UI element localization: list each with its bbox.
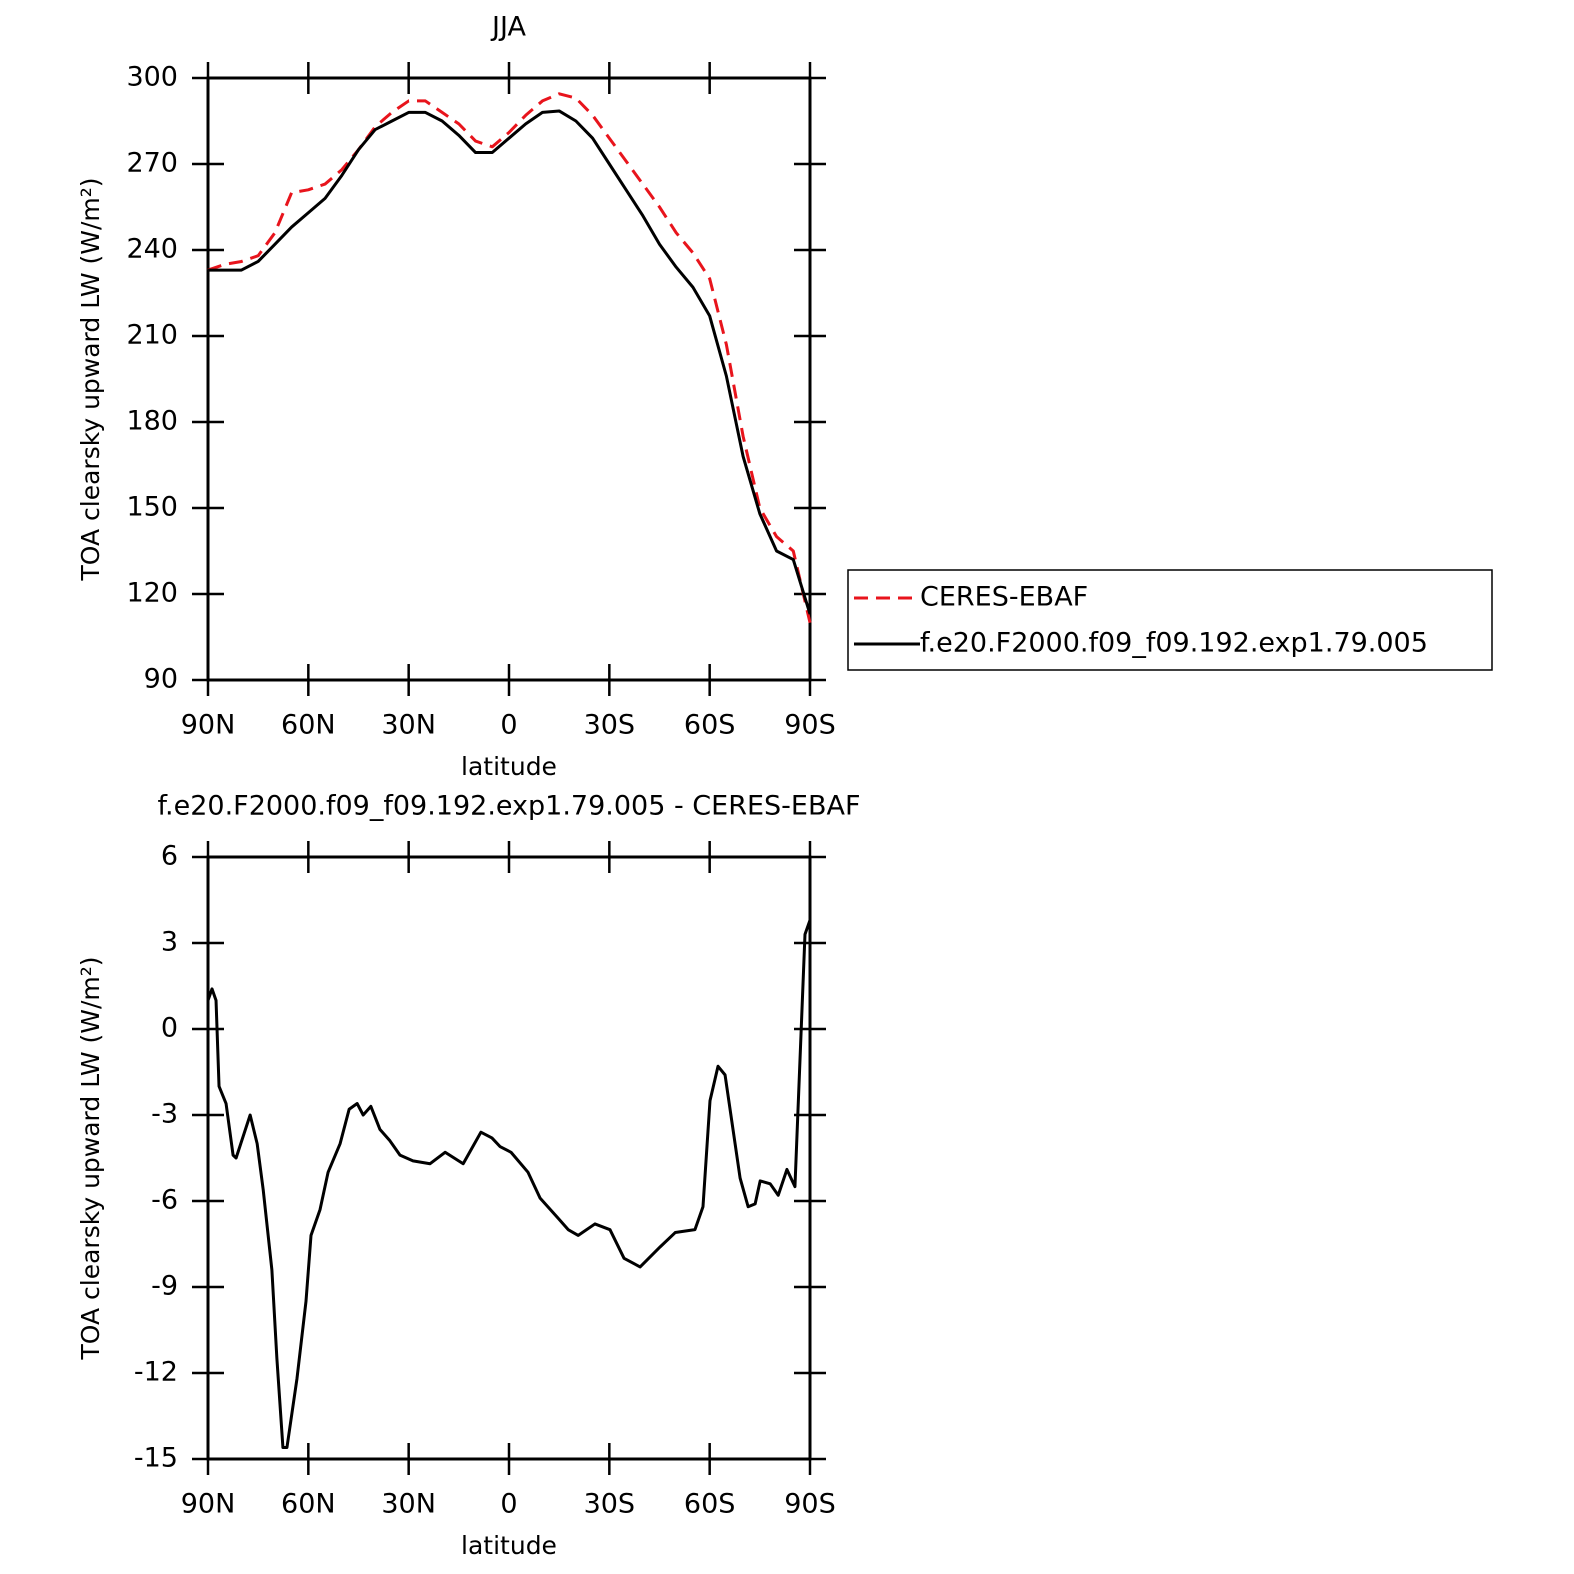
y-tick-label: 240 — [126, 234, 178, 265]
y-tick-label: 180 — [126, 406, 178, 437]
y-tick-label: 6 — [161, 841, 178, 872]
data-line — [207, 92, 812, 624]
y-tick-label: -9 — [151, 1271, 178, 1302]
x-tick-label: 60S — [684, 710, 736, 741]
x-tick-label: 90N — [181, 1489, 236, 1520]
x-tick-label: 30S — [584, 710, 636, 741]
y-tick-label: 90 — [144, 664, 178, 695]
x-tick-label: 0 — [500, 710, 517, 741]
x-tick-label: 90N — [181, 710, 236, 741]
data-line — [206, 919, 812, 1450]
y-tick-label: -12 — [134, 1357, 178, 1388]
data-line — [208, 109, 812, 615]
x-tick-label: 60N — [281, 1489, 336, 1520]
x-tick-label: 30S — [584, 1489, 636, 1520]
y-tick-label: -15 — [134, 1443, 178, 1474]
y-tick-label: 120 — [126, 578, 178, 609]
x-tick-label: 90S — [784, 710, 836, 741]
y-tick-label: -6 — [151, 1185, 178, 1216]
y-tick-label: -3 — [151, 1099, 178, 1130]
x-axis-label: latitude — [461, 752, 557, 781]
x-tick-label: 60S — [684, 1489, 736, 1520]
y-tick-label: 210 — [126, 320, 178, 351]
plot-frame — [206, 76, 812, 682]
x-tick-label: 30N — [381, 1489, 436, 1520]
y-tick-label: 0 — [161, 1013, 178, 1044]
y-tick-label: 150 — [126, 492, 178, 523]
legend-label: CERES-EBAF — [920, 582, 1088, 613]
legend-box — [847, 569, 1493, 671]
y-axis-label: TOA clearsky upward LW (W/m²) — [76, 177, 105, 581]
y-axis-label: TOA clearsky upward LW (W/m²) — [76, 956, 105, 1360]
plot-frame — [206, 855, 812, 1461]
x-tick-label: 30N — [381, 710, 436, 741]
y-tick-label: 3 — [161, 927, 178, 958]
x-axis-label: latitude — [461, 1531, 557, 1560]
x-tick-label: 60N — [281, 710, 336, 741]
y-tick-label: 300 — [126, 62, 178, 93]
y-tick-label: 270 — [126, 148, 178, 179]
chart-title: f.e20.F2000.f09_f09.192.exp1.79.005 - CE… — [157, 791, 860, 822]
chart-title: JJA — [490, 12, 526, 43]
x-tick-label: 0 — [500, 1489, 517, 1520]
x-tick-label: 90S — [784, 1489, 836, 1520]
legend-label: f.e20.F2000.f09_f09.192.exp1.79.005 — [920, 628, 1428, 659]
